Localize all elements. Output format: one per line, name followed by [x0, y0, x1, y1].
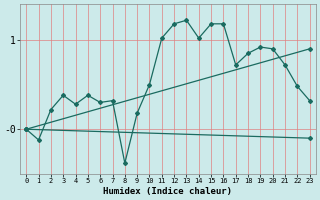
- X-axis label: Humidex (Indice chaleur): Humidex (Indice chaleur): [103, 187, 232, 196]
